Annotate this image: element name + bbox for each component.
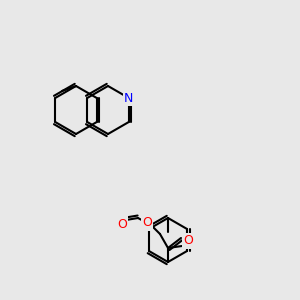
Text: N: N (124, 92, 134, 104)
Text: O: O (142, 217, 152, 230)
Text: O: O (183, 235, 193, 248)
Text: O: O (117, 218, 127, 230)
